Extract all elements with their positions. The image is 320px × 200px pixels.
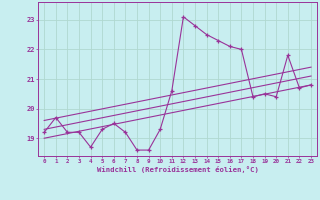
X-axis label: Windchill (Refroidissement éolien,°C): Windchill (Refroidissement éolien,°C) [97,166,259,173]
